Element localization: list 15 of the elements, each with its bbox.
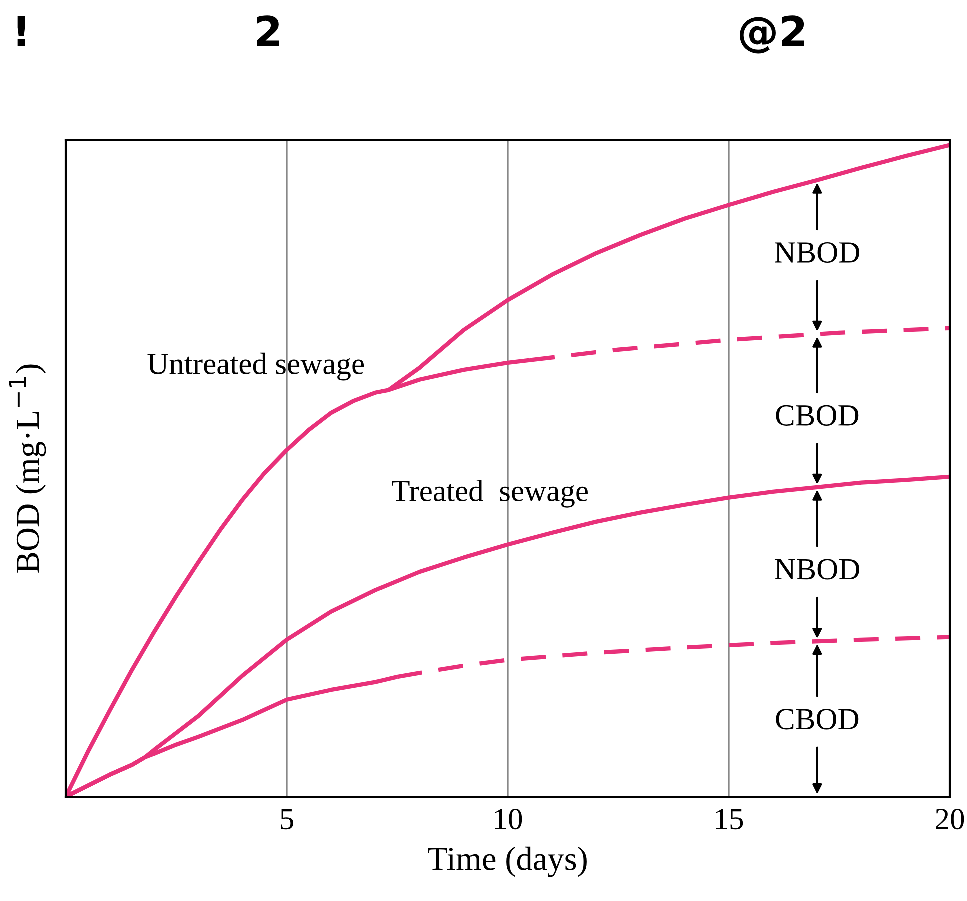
annotation: NBOD — [774, 242, 860, 264]
text: 2 — [257, 16, 280, 46]
x-tick-label: 15 — [716, 809, 744, 830]
annotation: Untreated sewage — [148, 352, 364, 381]
annotation: NBOD — [774, 559, 860, 580]
x-tick-label: 10 — [495, 808, 522, 830]
x-tick-label: 5 — [281, 809, 294, 830]
annotation: CBOD — [776, 709, 859, 730]
text: @2 — [740, 16, 804, 54]
annotation: CBOD — [776, 405, 859, 426]
text: ! — [18, 16, 26, 46]
y-axis-title: BOD (mg·L$^{−1}$) — [9, 364, 46, 573]
annotation: Treated sewage — [392, 480, 588, 508]
x-axis-title: Time (days) — [428, 846, 587, 878]
x-tick-label: 20 — [936, 808, 964, 830]
